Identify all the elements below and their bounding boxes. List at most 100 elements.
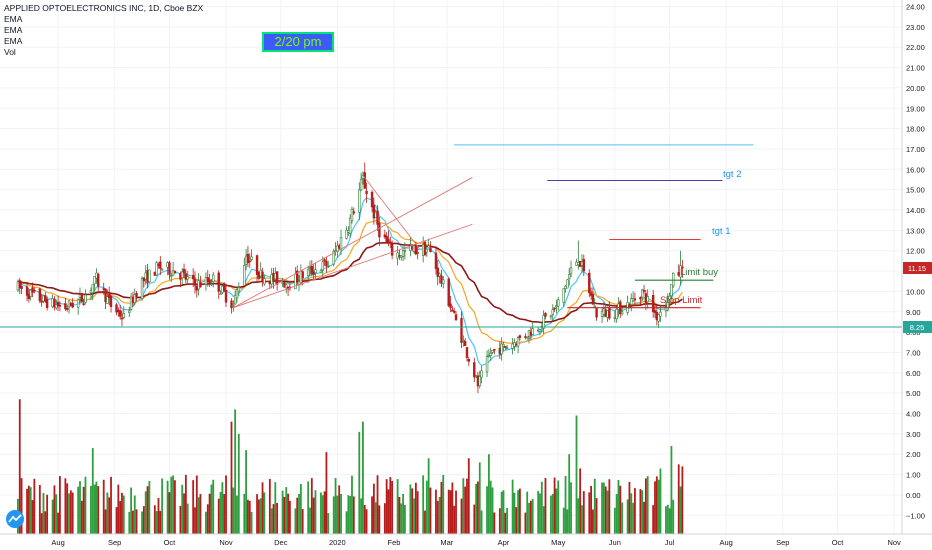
price-tick-label: 6.00 bbox=[906, 369, 921, 378]
volume-bar bbox=[117, 484, 120, 534]
price-label-text: 11.15 bbox=[908, 264, 926, 273]
candle-body bbox=[246, 253, 250, 264]
volume-bar bbox=[666, 504, 669, 534]
volume-bar bbox=[230, 421, 233, 534]
volume-bar bbox=[557, 480, 560, 534]
candle-body bbox=[566, 279, 569, 289]
volume-bar bbox=[294, 508, 297, 534]
candle-body bbox=[681, 266, 684, 269]
candle-body bbox=[64, 303, 67, 310]
annotation-tgt-2: tgt 2 bbox=[723, 169, 742, 180]
volume-bar bbox=[250, 512, 253, 534]
candle-body bbox=[672, 272, 675, 287]
volume-bar bbox=[272, 504, 275, 534]
candle-body bbox=[653, 310, 657, 313]
volume-bar bbox=[68, 493, 70, 534]
candle-body bbox=[531, 328, 534, 335]
volume-bar bbox=[110, 476, 112, 534]
candle-body bbox=[553, 307, 556, 310]
volume-bar bbox=[376, 475, 379, 534]
note-label[interactable]: 2/20 pm bbox=[262, 32, 334, 52]
price-axis[interactable]: 24.00 23.00 22.00 21.00 20.00 19.00 18.00 17.00… bbox=[906, 3, 925, 521]
volume-bar bbox=[529, 500, 532, 534]
volume-bar bbox=[592, 509, 594, 534]
legend-ema-3[interactable]: EMA bbox=[4, 36, 23, 46]
price-label-box bbox=[903, 321, 932, 334]
volume-bar bbox=[427, 458, 430, 534]
candle-body bbox=[181, 271, 184, 279]
time-tick-label: Jun bbox=[609, 538, 621, 547]
candle-body bbox=[358, 189, 361, 213]
volume-bar bbox=[413, 498, 415, 534]
price-tick-label: 1.00 bbox=[906, 471, 921, 480]
volume-bar bbox=[82, 486, 85, 534]
volume-bar bbox=[90, 485, 92, 534]
candle-body bbox=[306, 269, 310, 276]
candle-body bbox=[365, 190, 368, 195]
volume-bar bbox=[281, 490, 284, 534]
time-axis[interactable]: Aug Sep Oct Nov Dec 2020 Feb Mar Apr May Jun Jul Aug… bbox=[51, 538, 901, 547]
volume-bar bbox=[179, 505, 182, 534]
volume-bars bbox=[17, 399, 684, 534]
time-tick-label: Oct bbox=[832, 538, 845, 547]
volume-bar bbox=[453, 505, 456, 534]
candle-body bbox=[557, 299, 560, 307]
legend-vol[interactable]: Vol bbox=[4, 47, 16, 57]
volume-bar bbox=[440, 481, 443, 534]
volume-bar bbox=[646, 476, 649, 534]
volume-bar bbox=[325, 452, 328, 534]
volume-bar bbox=[404, 505, 406, 534]
volume-bar bbox=[42, 493, 45, 534]
volume-bar bbox=[55, 494, 58, 534]
price-tick-label: −1.00 bbox=[906, 511, 925, 520]
volume-bar bbox=[274, 482, 277, 534]
volume-bar bbox=[46, 494, 49, 534]
candle-body bbox=[237, 287, 241, 292]
legend-ema-1[interactable]: EMA bbox=[4, 14, 23, 24]
candles bbox=[16, 162, 684, 394]
candle-body bbox=[263, 278, 266, 285]
candle-body bbox=[173, 270, 177, 274]
volume-bar bbox=[80, 500, 83, 534]
price-tick-label: 16.00 bbox=[906, 165, 925, 174]
volume-bar bbox=[44, 511, 47, 534]
price-tick-label: 12.00 bbox=[906, 247, 925, 256]
volume-bar bbox=[210, 484, 213, 534]
price-label-box bbox=[903, 261, 932, 274]
volume-bar bbox=[141, 511, 143, 534]
volume-bar bbox=[345, 511, 348, 534]
volume-bar bbox=[374, 502, 377, 534]
volume-bar bbox=[391, 481, 394, 534]
volume-bar bbox=[360, 498, 363, 534]
volume-bar bbox=[553, 477, 556, 534]
volume-bar bbox=[287, 493, 289, 534]
volume-bar bbox=[435, 489, 437, 534]
volume-bar bbox=[146, 486, 149, 534]
volume-bar bbox=[504, 512, 507, 534]
volume-bar bbox=[51, 499, 54, 534]
volume-bar bbox=[310, 478, 313, 534]
time-tick-label: Sep bbox=[776, 538, 789, 547]
price-tick-label: 24.00 bbox=[906, 3, 925, 12]
price-tick-label: 3.00 bbox=[906, 430, 921, 439]
candle-body bbox=[442, 279, 445, 284]
candle-body bbox=[76, 299, 80, 308]
volume-bar bbox=[608, 479, 611, 534]
volume-bar bbox=[104, 509, 107, 534]
volume-bar bbox=[26, 488, 28, 534]
tradingview-logo-icon[interactable] bbox=[6, 510, 24, 528]
volume-bar bbox=[414, 482, 417, 534]
legend-ema-2[interactable]: EMA bbox=[4, 25, 23, 35]
volume-bar bbox=[64, 478, 67, 534]
price-labels: 11.15 8.25 bbox=[903, 261, 932, 334]
chart-legend: APPLIED OPTOELECTRONICS INC, 1D, Cboe BZ… bbox=[4, 3, 203, 58]
price-tick-label: 5.00 bbox=[906, 389, 921, 398]
volume-bar bbox=[352, 496, 355, 534]
candle-body bbox=[170, 275, 173, 277]
price-tick-label: 0.00 bbox=[906, 491, 921, 500]
candle-body bbox=[350, 208, 354, 222]
candle-body bbox=[668, 295, 671, 300]
volume-bar bbox=[27, 485, 30, 534]
